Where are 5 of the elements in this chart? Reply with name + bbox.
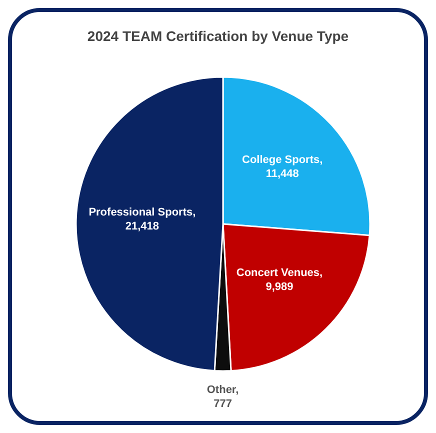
slice-label: Concert Venues, 9,989 bbox=[236, 266, 323, 293]
chart-title: 2024 TEAM Certification by Venue Type bbox=[86, 28, 350, 44]
slice-label: College Sports, 11,448 bbox=[242, 154, 323, 180]
slice-label: Other, 777 bbox=[206, 384, 239, 410]
slice-label: Professional Sports, 21,418 bbox=[88, 206, 196, 233]
